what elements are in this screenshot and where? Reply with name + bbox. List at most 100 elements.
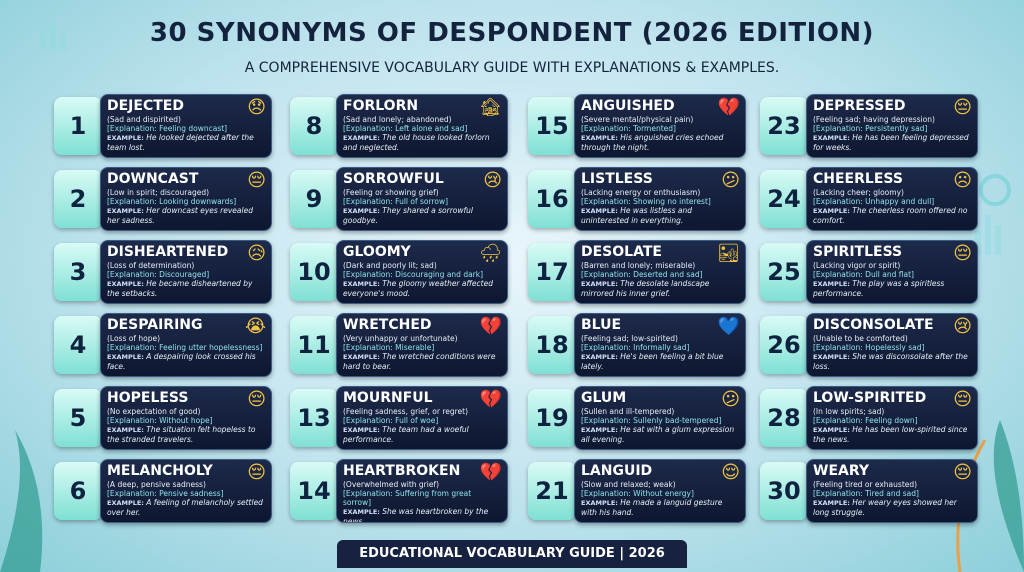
synonym-word: LOW-SPIRITED <box>813 390 927 406</box>
example-line: EXAMPLE: The situation felt hopeless to … <box>107 425 265 444</box>
example-label: EXAMPLE: <box>813 134 850 142</box>
synonym-word: SPIRITLESS <box>813 244 903 260</box>
example-line: EXAMPLE: The play was a spiritless perfo… <box>813 279 971 298</box>
synonym-card: SPIRITLESS 😔 (Lacking vigor or spirit) [Exp… <box>806 240 978 304</box>
example: The gloomy weather affected everyone's m… <box>343 279 493 298</box>
example: His anguished cries echoed through the n… <box>581 133 724 152</box>
example-line: EXAMPLE: They shared a sorrowful goodbye… <box>343 206 501 225</box>
emoji-icon: 😭 <box>244 316 266 337</box>
card-number: 8 <box>290 97 338 155</box>
example-line: EXAMPLE: The cheerless room offered no c… <box>813 206 971 225</box>
example-line: EXAMPLE: He looked dejected after the te… <box>107 133 265 152</box>
card-number: 30 <box>760 462 808 520</box>
example-line: EXAMPLE: He sat with a glum expression a… <box>581 425 739 444</box>
example-label: EXAMPLE: <box>343 207 380 215</box>
example-line: EXAMPLE: She was disconsolate after the … <box>813 352 971 371</box>
definition: (Feeling sadness, grief, or regret) <box>343 407 469 416</box>
card-number: 11 <box>290 316 338 374</box>
emoji-icon: 💔 <box>479 389 502 410</box>
emoji-icon: 😔 <box>953 97 972 118</box>
explanation: [Explanation: Discouraging and dark] <box>343 270 484 279</box>
synonym-word: GLUM <box>581 390 627 406</box>
emoji-icon: 😢 <box>953 316 972 337</box>
explanation: [Explanation: Unhappy and dull] <box>813 197 935 206</box>
synonym-word: SORROWFUL <box>343 171 444 187</box>
definition: (Dark and poorly lit; sad) <box>343 261 437 270</box>
definition: (Loss of hope) <box>107 334 161 343</box>
example: The wretched conditions were hard to bea… <box>343 352 496 371</box>
example-label: EXAMPLE: <box>581 499 618 507</box>
example-line: EXAMPLE: Her downcast eyes revealed her … <box>107 206 265 225</box>
example-line: EXAMPLE: A despairing look crossed his f… <box>107 352 265 371</box>
definition: (In low spirits; sad) <box>813 407 885 416</box>
explanation: [Explanation: Informally sad] <box>581 343 690 352</box>
explanation: [Explanation: Pensive sadness] <box>107 489 224 498</box>
synonym-word: DISCONSOLATE <box>813 317 934 333</box>
emoji-icon: 🌧 <box>479 243 502 264</box>
card-number: 25 <box>760 243 808 301</box>
example: He became disheartened by the setbacks. <box>107 279 253 298</box>
emoji-icon: 😥 <box>247 243 266 264</box>
explanation: [Explanation: Dull and flat] <box>813 270 914 279</box>
explanation: [Explanation: Full of sorrow] <box>343 197 449 206</box>
emoji-icon: 🏚 <box>479 97 502 118</box>
example-label: EXAMPLE: <box>107 353 144 361</box>
example-label: EXAMPLE: <box>343 508 380 516</box>
emoji-icon: 😔 <box>247 389 266 410</box>
example-label: EXAMPLE: <box>581 353 618 361</box>
definition: (Sad and dispirited) <box>107 115 181 124</box>
emoji-icon: 😔 <box>247 170 266 191</box>
card-number: 4 <box>54 316 102 374</box>
example: Her weary eyes showed her long struggle. <box>813 498 957 517</box>
example: The team had a woeful performance. <box>343 425 469 444</box>
card-number: 19 <box>528 389 576 447</box>
synonym-word: WRETCHED <box>343 317 432 333</box>
synonym-word: MOURNFUL <box>343 390 433 406</box>
example-label: EXAMPLE: <box>107 280 144 288</box>
synonym-card: LOW-SPIRITED 😔 (In low spirits; sad) [Expla… <box>806 386 978 450</box>
synonym-card: DEPRESSED 😔 (Feeling sad; having depressio… <box>806 94 978 158</box>
definition: (A deep, pensive sadness) <box>107 480 206 489</box>
definition: (Feeling or showing grief) <box>343 188 439 197</box>
card-number: 5 <box>54 389 102 447</box>
card-number: 15 <box>528 97 576 155</box>
definition: (Slow and relaxed; weak) <box>581 480 676 489</box>
example: He's been feeling a bit blue lately. <box>581 352 724 371</box>
example: The play was a spiritless performance. <box>813 279 945 298</box>
definition: (No expectation of good) <box>107 407 201 416</box>
card-number: 26 <box>760 316 808 374</box>
explanation: [Explanation: Tormented] <box>581 124 676 133</box>
synonym-card: DISHEARTENED 😥 (Loss of determination) [Exp… <box>100 240 272 304</box>
explanation: [Explanation: Hopelessly sad] <box>813 343 925 352</box>
example-line: EXAMPLE: The team had a woeful performan… <box>343 425 501 444</box>
example: The cheerless room offered no comfort. <box>813 206 968 225</box>
example-line: EXAMPLE: He's been feeling a bit blue la… <box>581 352 739 371</box>
emoji-icon: 🏜 <box>717 243 740 264</box>
synonym-card: DISCONSOLATE 😢 (Unable to be comforted) [Ex… <box>806 313 978 377</box>
example-line: EXAMPLE: The gloomy weather affected eve… <box>343 279 501 298</box>
emoji-icon: 😌 <box>721 462 740 483</box>
example: A feeling of melancholy settled over her… <box>107 498 263 517</box>
example: He has been low-spirited since the news. <box>813 425 968 444</box>
synonym-card: GLOOMY 🌧 (Dark and poorly lit; sad) [Explan… <box>336 240 508 304</box>
card-number: 13 <box>290 389 338 447</box>
example-line: EXAMPLE: He has been feeling depressed f… <box>813 133 971 152</box>
card-number: 21 <box>528 462 576 520</box>
synonym-card: DEJECTED 😞 (Sad and dispirited) [Explanatio… <box>100 94 272 158</box>
example: Her downcast eyes revealed her sadness. <box>107 206 253 225</box>
example: They shared a sorrowful goodbye. <box>343 206 474 225</box>
explanation: [Explanation: Miserable] <box>343 343 435 352</box>
example-label: EXAMPLE: <box>813 280 850 288</box>
synonym-card: ANGUISHED 💔 (Severe mental/physical pain)[… <box>574 94 746 158</box>
synonym-card: CHEERLESS ☹ (Lacking cheer; gloomy) [Explan… <box>806 167 978 231</box>
card-number: 23 <box>760 97 808 155</box>
emoji-icon: 😢 <box>483 170 502 191</box>
synonym-card: HOPELESS 😔 (No expectation of good) [Explan… <box>100 386 272 450</box>
synonym-card: WEARY 😔 (Feeling tired or exhausted) [Expla… <box>806 459 978 523</box>
emoji-icon: 😔 <box>953 462 972 483</box>
definition: (Lacking cheer; gloomy) <box>813 188 904 197</box>
explanation: [Explanation: Tired and sad] <box>813 489 919 498</box>
emoji-icon: 💔 <box>717 97 740 118</box>
example-label: EXAMPLE: <box>107 426 144 434</box>
